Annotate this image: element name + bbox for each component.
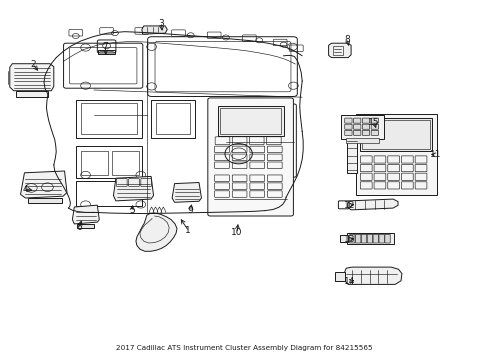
Polygon shape — [136, 213, 177, 251]
Polygon shape — [347, 199, 397, 210]
Text: 11: 11 — [428, 150, 440, 159]
FancyBboxPatch shape — [344, 130, 351, 135]
Bar — [81, 103, 137, 134]
Polygon shape — [28, 198, 62, 203]
Text: 6: 6 — [76, 223, 82, 232]
Bar — [112, 151, 139, 175]
FancyBboxPatch shape — [361, 234, 366, 243]
FancyBboxPatch shape — [344, 124, 351, 129]
Text: 7: 7 — [102, 42, 108, 51]
Text: 10: 10 — [231, 228, 243, 237]
FancyBboxPatch shape — [370, 118, 378, 123]
FancyBboxPatch shape — [366, 234, 372, 243]
FancyBboxPatch shape — [372, 234, 378, 243]
Bar — [339, 235, 347, 242]
Text: 12: 12 — [343, 201, 355, 210]
Bar — [334, 272, 344, 281]
FancyBboxPatch shape — [362, 124, 369, 129]
Text: 2: 2 — [30, 60, 36, 69]
Bar — [155, 103, 189, 134]
Text: 14: 14 — [343, 277, 355, 286]
Bar — [76, 146, 142, 178]
Polygon shape — [16, 91, 48, 97]
Bar — [346, 134, 356, 173]
Polygon shape — [113, 176, 153, 201]
Text: 9: 9 — [187, 206, 193, 215]
Polygon shape — [172, 183, 201, 202]
Bar — [217, 106, 283, 136]
Text: 5: 5 — [129, 206, 135, 215]
Polygon shape — [344, 267, 401, 284]
FancyBboxPatch shape — [344, 118, 351, 123]
Polygon shape — [328, 43, 350, 58]
Polygon shape — [77, 224, 94, 228]
FancyBboxPatch shape — [353, 118, 360, 123]
Text: 3: 3 — [158, 19, 164, 28]
FancyBboxPatch shape — [349, 234, 354, 243]
Bar — [76, 100, 142, 138]
Polygon shape — [142, 26, 167, 34]
Bar — [359, 118, 431, 151]
FancyBboxPatch shape — [378, 234, 384, 243]
Bar — [98, 50, 115, 54]
FancyBboxPatch shape — [370, 124, 378, 129]
FancyBboxPatch shape — [362, 130, 369, 135]
Bar — [150, 100, 194, 138]
Text: 13: 13 — [343, 235, 355, 244]
FancyBboxPatch shape — [353, 124, 360, 129]
Bar — [81, 151, 107, 175]
Bar — [355, 114, 436, 195]
Text: 8: 8 — [344, 35, 349, 44]
FancyBboxPatch shape — [362, 118, 369, 123]
Text: 2017 Cadillac ATS Instrument Cluster Assembly Diagram for 84215565: 2017 Cadillac ATS Instrument Cluster Ass… — [116, 346, 372, 351]
Bar — [220, 108, 281, 134]
Bar — [341, 115, 384, 139]
Bar — [76, 181, 142, 206]
Text: 15: 15 — [367, 118, 379, 127]
Polygon shape — [20, 171, 67, 198]
Text: 1: 1 — [185, 226, 191, 235]
FancyBboxPatch shape — [207, 98, 293, 216]
Bar — [346, 138, 379, 143]
Text: 4: 4 — [22, 184, 28, 194]
FancyBboxPatch shape — [384, 234, 389, 243]
FancyBboxPatch shape — [355, 234, 360, 243]
Bar — [332, 46, 343, 55]
Bar — [346, 233, 393, 244]
Polygon shape — [72, 205, 99, 224]
FancyBboxPatch shape — [370, 130, 378, 135]
Bar — [362, 120, 429, 149]
FancyBboxPatch shape — [353, 130, 360, 135]
Polygon shape — [10, 64, 54, 91]
